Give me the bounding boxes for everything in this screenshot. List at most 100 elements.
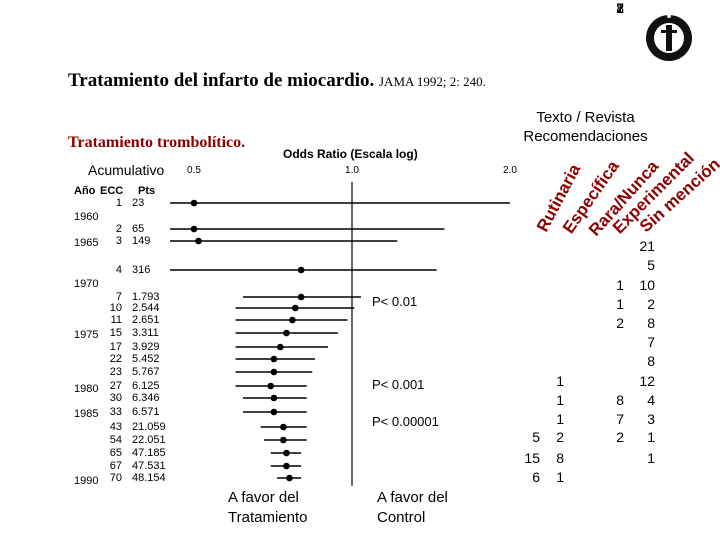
pts-cell: 6.125 <box>132 380 160 392</box>
count-experimental: 7 <box>616 0 624 16</box>
count-experimental: 7 <box>616 411 624 427</box>
point-estimate <box>270 355 278 363</box>
ecc-cell: 27 <box>109 380 122 392</box>
year-label: 1985 <box>74 408 99 420</box>
ecc-cell: 7 <box>115 291 122 303</box>
x-tick-label: 0.5 <box>187 165 201 176</box>
year-label: 1990 <box>74 475 99 487</box>
ecc-cell: 23 <box>109 366 122 378</box>
point-estimate <box>297 293 305 301</box>
count-experimental: 1 <box>616 277 624 293</box>
point-estimate <box>297 266 305 274</box>
favor-control-line2: Control <box>377 509 426 526</box>
pts-cell: 2.651 <box>132 314 160 326</box>
point-estimate <box>283 449 290 457</box>
point-estimate <box>190 225 198 233</box>
ecc-cell: 11 <box>110 314 122 326</box>
favor-tratamiento-line1: A favor del <box>228 489 299 506</box>
count-experimental: 2 <box>616 0 624 16</box>
count-rutinaria: 5 <box>532 429 540 445</box>
count-experimental: 8 <box>616 0 624 16</box>
ecc-cell: 4 <box>115 264 122 276</box>
point-estimate <box>270 408 278 416</box>
point-estimate <box>267 382 274 390</box>
count-experimental: 8 <box>616 392 624 408</box>
header-ecc: ECC <box>100 185 124 197</box>
year-label: 1960 <box>74 211 99 223</box>
pts-cell: 47.531 <box>132 460 166 472</box>
ecc-cell: 10 <box>109 302 122 314</box>
header-year: Año <box>74 185 96 197</box>
point-estimate <box>276 343 284 351</box>
acumulativo-label: Acumulativo <box>88 162 165 178</box>
count-rutinaria: 15 <box>524 450 540 466</box>
pts-cell: 1.793 <box>132 291 160 303</box>
count-especifica: 1 <box>556 411 564 427</box>
count-sin-mencion: 10 <box>639 277 655 293</box>
ecc-cell: 3 <box>115 235 122 247</box>
count-sin-mencion: 7 <box>647 334 655 350</box>
p-value-label: P< 0.001 <box>372 377 425 392</box>
point-estimate <box>280 436 287 444</box>
count-sin-mencion: 8 <box>647 353 655 369</box>
x-tick-label: 2.0 <box>503 165 517 176</box>
header-pts: Pts <box>138 185 156 197</box>
point-estimate <box>280 423 287 431</box>
count-sin-mencion: 4 <box>647 392 655 408</box>
pts-cell: 48.154 <box>132 472 166 484</box>
count-experimental: 1 <box>616 296 624 312</box>
count-especifica: 1 <box>556 373 564 389</box>
ecc-cell: 2 <box>115 223 122 235</box>
pts-cell: 5.767 <box>132 366 160 378</box>
subtitle: Tratamiento trombolítico. <box>68 134 246 151</box>
count-sin-mencion: 1 <box>647 450 655 466</box>
count-especifica: 1 <box>556 469 564 485</box>
count-sin-mencion: 21 <box>639 238 655 254</box>
ecc-cell: 17 <box>109 341 122 353</box>
x-axis-label: Odds Ratio (Escala log) <box>283 147 418 161</box>
pts-cell: 6.346 <box>132 392 160 404</box>
point-estimate <box>289 316 296 324</box>
favor-control-line1: A favor del <box>377 489 448 506</box>
texto-revista-line2: Recomendaciones <box>523 128 648 145</box>
pts-cell: 2.544 <box>132 302 160 314</box>
point-estimate <box>283 462 290 470</box>
pts-cell: 65 <box>132 223 145 235</box>
count-rutinaria: 6 <box>532 469 540 485</box>
texto-revista-heading: Texto / Revista Recomendaciones <box>498 108 673 146</box>
citation-text: JAMA 1992; 2: 240. <box>379 74 486 89</box>
count-experimental: 2 <box>616 315 624 331</box>
p-value-label: P< 0.01 <box>372 294 418 309</box>
point-estimate <box>292 304 299 312</box>
favor-tratamiento-label: A favor del Tratamiento <box>228 488 307 528</box>
title-text: Tratamiento del infarto de miocardio. <box>68 70 375 91</box>
pts-cell: 5.452 <box>132 353 160 365</box>
favor-tratamiento-line2: Tratamiento <box>228 509 308 526</box>
point-estimate <box>270 368 278 376</box>
pts-cell: 21.059 <box>132 421 166 433</box>
count-sin-mencion: 8 <box>647 315 655 331</box>
count-especifica: 2 <box>556 429 564 445</box>
pts-cell: 6.571 <box>132 406 160 418</box>
year-label: 1965 <box>74 237 99 249</box>
count-experimental: 2 <box>616 429 624 445</box>
ecc-cell: 33 <box>109 406 122 418</box>
point-estimate <box>283 329 290 337</box>
ecc-cell: 43 <box>109 421 122 433</box>
pts-cell: 3.929 <box>132 341 160 353</box>
journal-seal-logo <box>646 14 692 61</box>
count-sin-mencion: 3 <box>647 411 655 427</box>
ecc-cell: 70 <box>109 472 122 484</box>
favor-control-label: A favor del Control <box>377 488 448 528</box>
point-estimate <box>190 199 198 207</box>
count-sin-mencion: 5 <box>647 257 655 273</box>
point-estimate <box>270 394 278 402</box>
year-label: 1970 <box>74 278 99 290</box>
ecc-cell: 54 <box>109 434 122 446</box>
point-estimate <box>195 237 202 245</box>
count-especifica: 8 <box>556 450 564 466</box>
year-label: 1975 <box>74 329 99 341</box>
texto-revista-line1: Texto / Revista <box>536 109 635 126</box>
count-sin-mencion: 2 <box>647 296 655 312</box>
